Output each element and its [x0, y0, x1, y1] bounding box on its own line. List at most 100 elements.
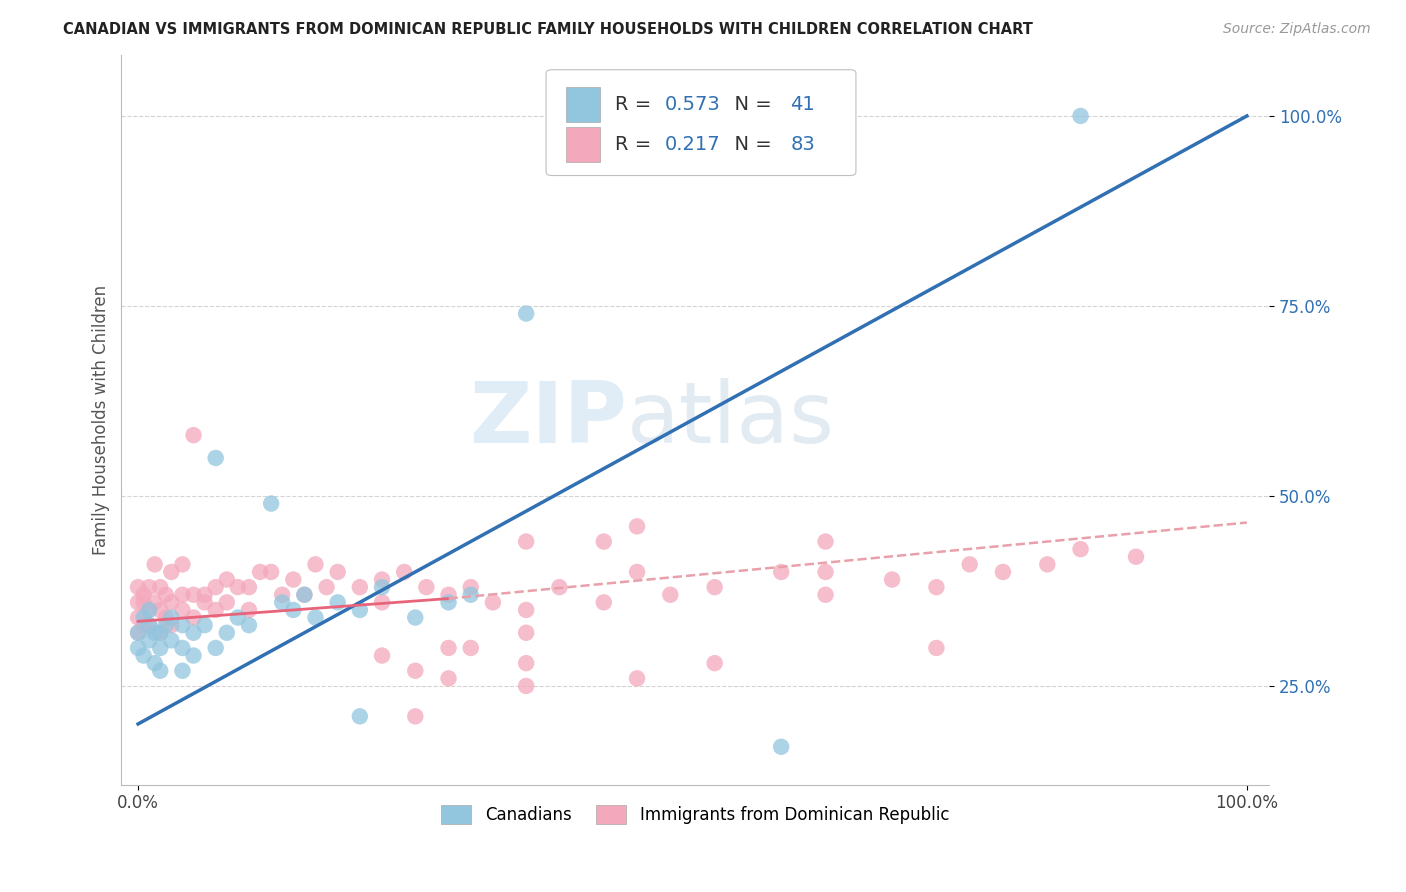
Immigrants from Dominican Republic — [437, 671, 460, 685]
Text: 0.573: 0.573 — [664, 95, 720, 113]
Immigrants from Dominican Republic — [172, 588, 194, 602]
Immigrants from Dominican Republic — [249, 565, 271, 579]
Text: ZIP: ZIP — [468, 378, 627, 461]
Immigrants from Dominican Republic — [204, 580, 226, 594]
Immigrants from Dominican Republic — [172, 558, 194, 572]
Text: 83: 83 — [790, 136, 815, 154]
Immigrants from Dominican Republic — [925, 640, 948, 655]
Text: N =: N = — [721, 136, 778, 154]
Canadians — [260, 497, 283, 511]
Immigrants from Dominican Republic — [1070, 542, 1092, 557]
Immigrants from Dominican Republic — [703, 580, 725, 594]
Immigrants from Dominican Republic — [482, 595, 505, 609]
Immigrants from Dominican Republic — [437, 640, 460, 655]
Canadians — [160, 633, 183, 648]
Immigrants from Dominican Republic — [326, 565, 349, 579]
Immigrants from Dominican Republic — [215, 595, 238, 609]
Canadians — [149, 664, 172, 678]
Immigrants from Dominican Republic — [659, 588, 682, 602]
Immigrants from Dominican Republic — [371, 573, 394, 587]
Immigrants from Dominican Republic — [1036, 558, 1059, 572]
Immigrants from Dominican Republic — [548, 580, 571, 594]
Immigrants from Dominican Republic — [127, 580, 149, 594]
Canadians — [283, 603, 305, 617]
Immigrants from Dominican Republic — [127, 625, 149, 640]
Immigrants from Dominican Republic — [155, 588, 177, 602]
Immigrants from Dominican Republic — [626, 519, 648, 533]
Immigrants from Dominican Republic — [194, 588, 217, 602]
Immigrants from Dominican Republic — [1125, 549, 1147, 564]
Canadians — [149, 625, 172, 640]
Immigrants from Dominican Republic — [138, 618, 160, 632]
Immigrants from Dominican Republic — [160, 618, 183, 632]
Canadians — [292, 588, 315, 602]
Canadians — [127, 640, 149, 655]
Canadians — [138, 633, 160, 648]
Text: atlas: atlas — [627, 378, 834, 461]
Immigrants from Dominican Republic — [592, 534, 614, 549]
Immigrants from Dominican Republic — [460, 580, 482, 594]
Canadians — [371, 580, 394, 594]
Immigrants from Dominican Republic — [592, 595, 614, 609]
Immigrants from Dominican Republic — [238, 603, 260, 617]
Immigrants from Dominican Republic — [155, 610, 177, 624]
Canadians — [226, 610, 249, 624]
Immigrants from Dominican Republic — [292, 588, 315, 602]
Immigrants from Dominican Republic — [515, 625, 537, 640]
Immigrants from Dominican Republic — [149, 580, 172, 594]
Immigrants from Dominican Republic — [437, 588, 460, 602]
FancyBboxPatch shape — [546, 70, 856, 176]
Immigrants from Dominican Republic — [925, 580, 948, 594]
Immigrants from Dominican Republic — [515, 679, 537, 693]
Text: R =: R = — [614, 136, 658, 154]
Immigrants from Dominican Republic — [515, 656, 537, 670]
Canadians — [238, 618, 260, 632]
Canadians — [149, 640, 172, 655]
Immigrants from Dominican Republic — [515, 603, 537, 617]
Immigrants from Dominican Republic — [160, 595, 183, 609]
Immigrants from Dominican Republic — [271, 588, 294, 602]
Text: Source: ZipAtlas.com: Source: ZipAtlas.com — [1223, 22, 1371, 37]
Canadians — [127, 625, 149, 640]
Immigrants from Dominican Republic — [149, 603, 172, 617]
Immigrants from Dominican Republic — [626, 565, 648, 579]
Immigrants from Dominican Republic — [172, 603, 194, 617]
Immigrants from Dominican Republic — [138, 580, 160, 594]
Canadians — [172, 664, 194, 678]
Canadians — [183, 648, 205, 663]
Text: N =: N = — [721, 95, 778, 113]
Immigrants from Dominican Republic — [515, 534, 537, 549]
Canadians — [155, 618, 177, 632]
Immigrants from Dominican Republic — [626, 671, 648, 685]
Canadians — [326, 595, 349, 609]
Canadians — [172, 618, 194, 632]
Canadians — [172, 640, 194, 655]
Immigrants from Dominican Republic — [127, 610, 149, 624]
Immigrants from Dominican Republic — [283, 573, 305, 587]
Immigrants from Dominican Republic — [991, 565, 1014, 579]
Canadians — [183, 625, 205, 640]
Immigrants from Dominican Republic — [814, 534, 837, 549]
Canadians — [437, 595, 460, 609]
Canadians — [404, 610, 426, 624]
Immigrants from Dominican Republic — [460, 640, 482, 655]
Immigrants from Dominican Republic — [183, 588, 205, 602]
Immigrants from Dominican Republic — [371, 595, 394, 609]
Canadians — [349, 603, 371, 617]
Immigrants from Dominican Republic — [215, 573, 238, 587]
Immigrants from Dominican Republic — [160, 565, 183, 579]
Immigrants from Dominican Republic — [404, 709, 426, 723]
Canadians — [271, 595, 294, 609]
Immigrants from Dominican Republic — [183, 610, 205, 624]
Canadians — [143, 625, 166, 640]
Immigrants from Dominican Republic — [132, 618, 155, 632]
Text: CANADIAN VS IMMIGRANTS FROM DOMINICAN REPUBLIC FAMILY HOUSEHOLDS WITH CHILDREN C: CANADIAN VS IMMIGRANTS FROM DOMINICAN RE… — [63, 22, 1033, 37]
Canadians — [770, 739, 793, 754]
Immigrants from Dominican Republic — [315, 580, 337, 594]
Immigrants from Dominican Republic — [392, 565, 415, 579]
Text: R =: R = — [614, 95, 658, 113]
Immigrants from Dominican Republic — [304, 558, 326, 572]
Canadians — [515, 307, 537, 321]
Canadians — [215, 625, 238, 640]
Canadians — [138, 618, 160, 632]
